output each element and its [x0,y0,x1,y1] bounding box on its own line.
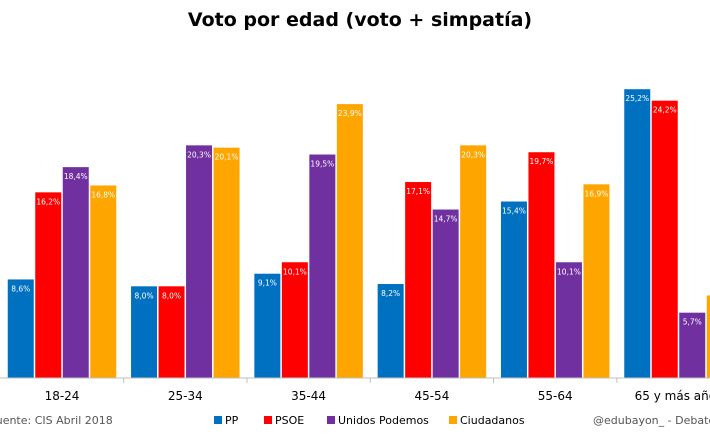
bar-psoe-1 [158,286,185,378]
x-tick-label: 18-24 [45,389,80,403]
bar-ciudadanos-4 [583,184,610,378]
chart-title: Voto por edad (voto + simpatía) [188,9,532,31]
bar-pp-4 [500,201,527,378]
legend-label: Ciudadanos [460,414,525,427]
data-label: 20,3% [187,150,211,159]
data-label: 10,1% [557,267,581,276]
x-tick-label: 35-44 [291,389,326,403]
data-label: 14,7% [434,215,458,224]
legend-swatch [214,416,222,424]
category-separators [123,378,618,383]
data-label: 16,9% [585,189,609,198]
data-label: 16,2% [36,197,60,206]
bar-pp-0 [7,279,34,378]
bar-unidos-podemos-3 [432,209,459,378]
legend-swatch [449,416,457,424]
legend-label: PP [225,414,239,427]
data-label: 8,0% [162,291,181,300]
data-label: 8,2% [381,289,400,298]
x-tick-label: 55-64 [538,389,573,403]
x-tick-label: 25-34 [168,389,203,403]
x-tick-labels: 18-24 25-34 35-44 45-54 55-64 65 y más años [45,389,710,403]
data-label: 8,0% [135,291,154,300]
bar-psoe-2 [281,262,308,378]
bar-unidos-podemos-1 [186,145,213,378]
legend-label: PSOE [275,414,304,427]
bar-pp-2 [254,273,281,378]
bar-unidos-podemos-0 [62,167,89,378]
bar-pp-5 [624,89,651,378]
bar-unidos-podemos-4 [555,262,582,378]
data-label: 19,5% [310,160,334,169]
legend-swatch [327,416,335,424]
data-label: 24,2% [653,106,677,115]
legend-label: Unidos Podemos [338,414,429,427]
bar-ciudadanos-0 [90,185,117,378]
bar-pp-1 [131,286,158,378]
data-label: 19,7% [530,157,554,166]
bar-ciudadanos-1 [213,147,240,378]
legend-swatch [264,416,272,424]
source-note: Fuente: CIS Abril 2018 [0,414,113,427]
bar-ciudadanos-2 [336,104,363,378]
data-label: 9,1% [258,279,277,288]
data-label: 15,4% [502,207,526,216]
bar-psoe-3 [405,182,432,378]
data-label: 5,7% [683,318,702,327]
data-label: 8,6% [11,284,30,293]
bars-group [7,89,710,378]
data-label: 18,4% [64,172,88,181]
author-credit: @edubayon_ - Debate21 [593,414,710,427]
data-label: 20,3% [461,150,485,159]
data-label: 23,9% [338,109,362,118]
data-label: 16,8% [91,190,115,199]
bar-pp-3 [377,284,404,378]
data-label: 17,1% [406,187,430,196]
data-label: 20,1% [215,153,239,162]
legend: PP PSOE Unidos Podemos Ciudadanos [214,414,525,427]
x-tick-label: 45-54 [414,389,449,403]
data-label: 10,1% [283,267,307,276]
bar-psoe-0 [35,192,62,378]
data-label: 25,2% [625,94,649,103]
bar-unidos-podemos-2 [309,154,336,378]
bar-ciudadanos-5 [706,295,710,378]
bar-labels-group: 8,6% 16,2% 18,4%16,8% 8,0% 8,0% 20,3% 20,1% 9,1… [11,94,702,327]
bar-psoe-4 [528,152,555,378]
x-tick-label: 65 y más años [635,389,710,403]
bar-ciudadanos-3 [460,145,487,378]
bar-psoe-5 [651,100,678,378]
bar-unidos-podemos-5 [679,312,706,378]
